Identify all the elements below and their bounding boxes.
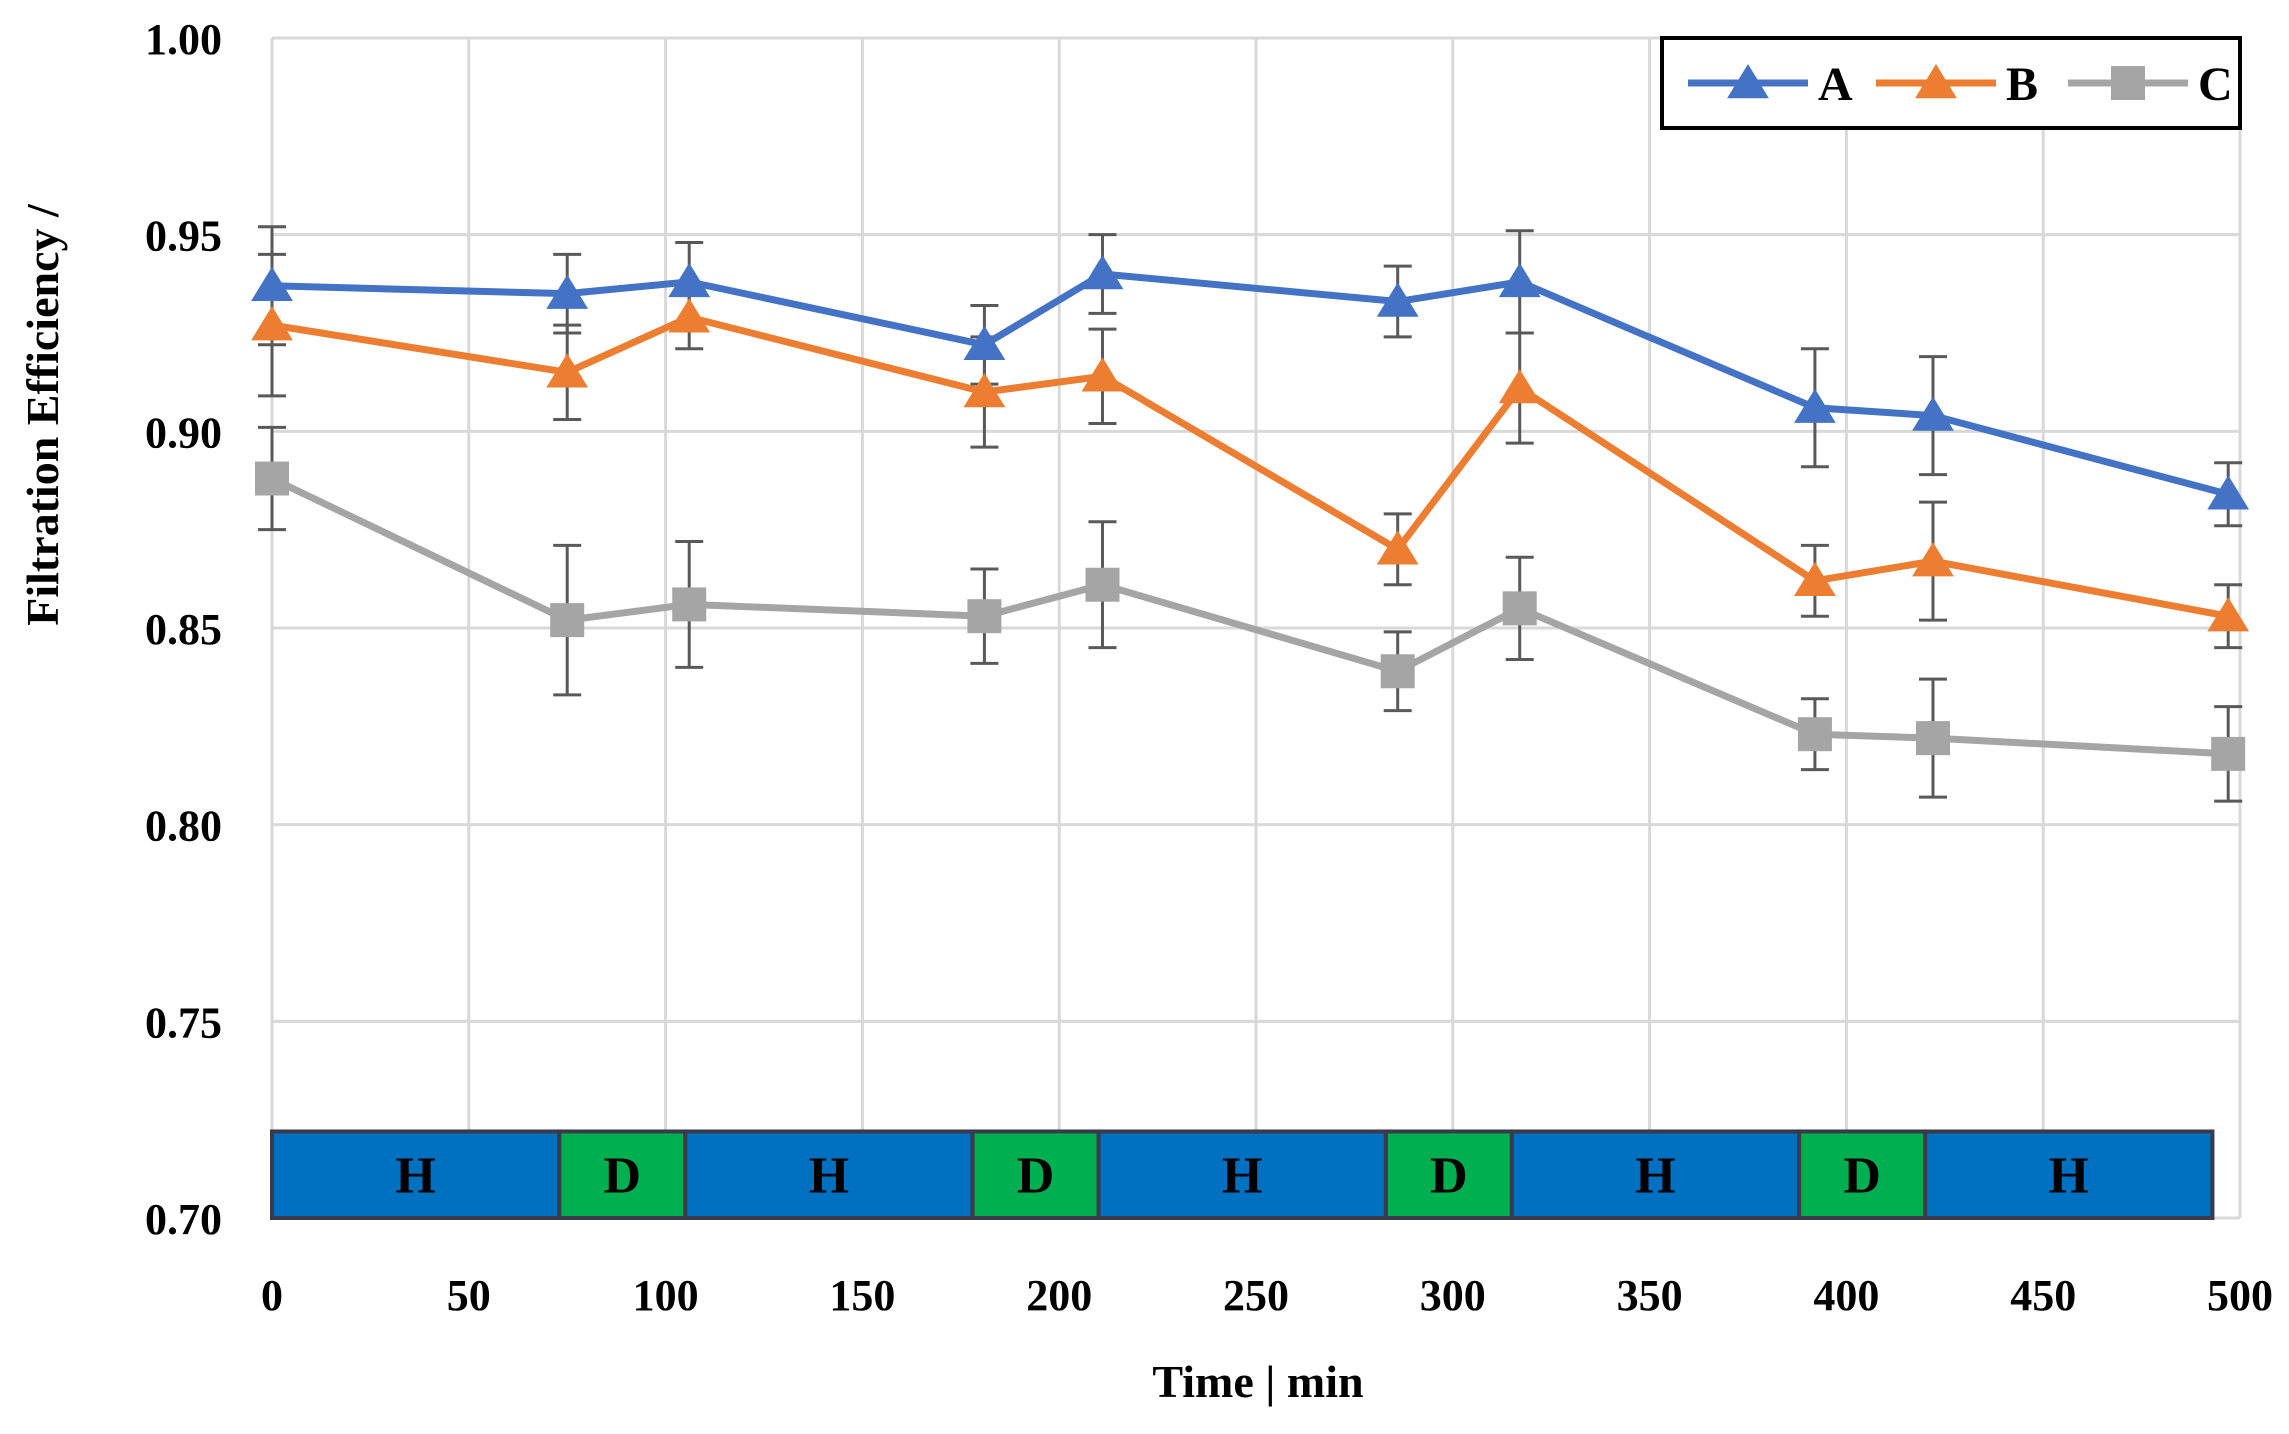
series-line-A [271, 270, 2230, 498]
data-point-C [967, 599, 1002, 634]
data-point-C [672, 587, 707, 622]
legend-marker-B [1915, 64, 1957, 99]
phase-label: D [1017, 1148, 1055, 1205]
data-point-C [1085, 567, 1120, 602]
legend-label-B: B [2006, 58, 2038, 111]
data-point-A [2207, 475, 2250, 510]
data-point-B [251, 306, 293, 341]
data-point-A [963, 325, 1006, 360]
phase-label: D [604, 1148, 642, 1205]
axes: 0.70 0.75 0.80 0.85 0.90 0.95 1.00 0 50 100 150 200… [145, 15, 2273, 1320]
x-tick-label: 350 [1617, 1271, 1683, 1320]
data-point-B [2207, 597, 2250, 632]
y-tick-label: 0.85 [145, 605, 222, 654]
data-point-A [1912, 396, 1954, 431]
x-tick-label: 500 [2207, 1271, 2273, 1320]
y-tick-label: 0.80 [145, 802, 222, 851]
phase-label: H [1635, 1148, 1675, 1205]
phase-label: H [2049, 1148, 2089, 1205]
phase-label: D [1430, 1148, 1468, 1205]
data-point-B [668, 298, 711, 333]
x-tick-label: 400 [1813, 1271, 1879, 1320]
x-tick-label: 100 [633, 1271, 699, 1320]
data-point-C [1502, 591, 1537, 626]
phase-block [557, 1129, 688, 1221]
legend-marker-C [2111, 66, 2145, 100]
error-bars [258, 225, 2243, 803]
data-point-A [668, 262, 711, 298]
data-point-B [1376, 530, 1419, 565]
data-point-C [2211, 736, 2246, 771]
data-point-B [546, 353, 589, 388]
data-point-C [1915, 721, 1950, 756]
x-tick-label: 450 [2010, 1271, 2076, 1320]
phase-label: H [1222, 1148, 1262, 1205]
data-point-A [546, 274, 589, 309]
y-tick-label: 1.00 [145, 15, 222, 64]
data-point-B [963, 373, 1006, 408]
x-tick-label: 300 [1420, 1271, 1486, 1320]
y-tick-label: 0.95 [145, 212, 222, 261]
series-line-B [271, 313, 2229, 620]
x-tick-label: 0 [261, 1271, 283, 1320]
data-point-A [1498, 262, 1541, 298]
data-point-A [1376, 282, 1419, 317]
data-point-A [1081, 255, 1124, 290]
phase-block [1383, 1129, 1514, 1221]
y-axis-title: Filtration Efficiency / [17, 203, 68, 626]
data-point-C [255, 461, 289, 496]
y-tick-label: 0.75 [145, 998, 222, 1047]
legend: A B C [1660, 36, 2242, 130]
data-point-B [1498, 369, 1541, 404]
data-point-C [1797, 717, 1832, 752]
x-tick-label: 200 [1026, 1271, 1092, 1320]
x-tick-label: 250 [1223, 1271, 1289, 1320]
phase-block [1923, 1129, 2215, 1221]
series-markers [251, 255, 2250, 771]
phase-label: H [809, 1148, 849, 1205]
data-point-B [1912, 542, 1954, 577]
y-tick-label: 0.70 [145, 1195, 222, 1244]
legend-marker-A [1727, 64, 1769, 99]
legend-label-C: C [2198, 58, 2233, 111]
series-lines [270, 270, 2230, 758]
data-point-C [550, 603, 585, 638]
phase-block [1797, 1129, 1928, 1221]
phase-block [970, 1129, 1101, 1221]
x-tick-label: 50 [447, 1271, 491, 1320]
legend-label-A: A [1818, 58, 1853, 111]
phase-label: H [395, 1148, 435, 1205]
y-tick-label: 0.90 [145, 408, 222, 457]
data-point-B [1081, 357, 1124, 392]
series-line-C [270, 475, 2229, 758]
data-point-B [1794, 561, 1836, 596]
data-point-A [251, 266, 293, 301]
x-tick-label: 150 [829, 1271, 895, 1320]
x-axis-title: Time | min [1152, 1356, 1363, 1407]
phase-label: D [1843, 1148, 1881, 1205]
data-point-A [1794, 388, 1836, 423]
data-point-C [1380, 654, 1415, 689]
